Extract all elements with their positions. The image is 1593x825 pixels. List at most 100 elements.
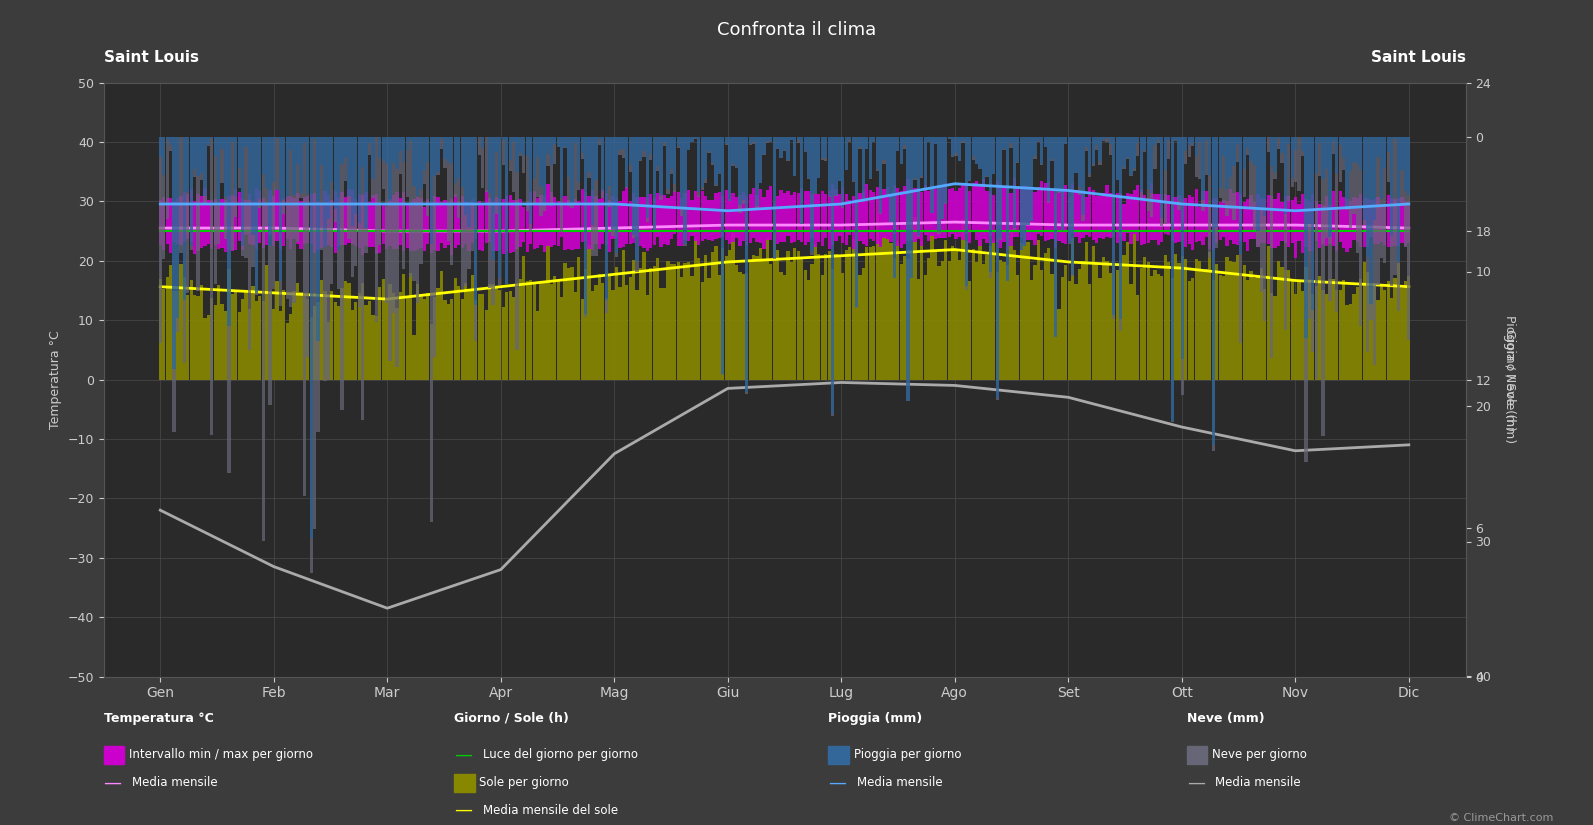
Bar (344, 136, 347, 158)
Bar (523, 256, 526, 380)
Bar (1070, 136, 1074, 275)
Bar (609, 186, 612, 207)
Bar (529, 224, 532, 232)
Bar (293, 195, 296, 303)
Bar (368, 144, 371, 154)
Bar (190, 189, 193, 242)
Bar (1064, 136, 1067, 144)
Bar (406, 136, 409, 150)
Bar (532, 284, 535, 380)
Bar (957, 188, 961, 237)
Bar (1088, 174, 1091, 177)
Bar (306, 299, 309, 380)
Bar (320, 136, 323, 165)
Bar (1082, 136, 1085, 214)
Bar (1228, 136, 1231, 177)
Bar (618, 201, 621, 248)
Bar (475, 203, 478, 239)
Bar (714, 246, 717, 380)
Bar (1184, 151, 1187, 164)
Bar (1050, 159, 1053, 161)
Bar (255, 293, 258, 295)
Bar (296, 136, 299, 163)
Bar (1243, 169, 1246, 197)
Bar (282, 198, 285, 246)
Bar (433, 297, 436, 380)
Bar (546, 153, 550, 166)
Bar (1236, 255, 1239, 380)
Bar (876, 196, 879, 380)
Bar (451, 299, 454, 380)
Bar (409, 273, 413, 380)
Bar (392, 163, 395, 314)
Bar (773, 219, 776, 380)
Bar (796, 251, 800, 380)
Bar (475, 299, 478, 380)
Bar (357, 136, 362, 223)
Bar (1257, 275, 1260, 380)
Bar (1016, 136, 1020, 163)
Bar (279, 136, 282, 280)
Bar (687, 136, 690, 149)
Bar (677, 146, 680, 148)
Bar (722, 196, 725, 238)
Bar (865, 136, 868, 148)
Bar (166, 198, 169, 244)
Bar (981, 179, 984, 239)
Bar (1171, 136, 1174, 422)
Bar (892, 257, 895, 380)
Bar (632, 136, 636, 235)
Bar (594, 136, 597, 180)
Bar (1204, 269, 1207, 380)
Bar (234, 197, 237, 217)
Bar (293, 291, 296, 380)
Bar (1061, 230, 1064, 231)
Bar (1246, 200, 1249, 251)
Bar (285, 136, 288, 197)
Bar (244, 136, 247, 147)
Bar (758, 136, 761, 183)
Bar (413, 186, 416, 281)
Bar (398, 136, 401, 151)
Bar (213, 200, 217, 245)
Text: © ClimeChart.com: © ClimeChart.com (1448, 813, 1553, 823)
Bar (220, 199, 223, 248)
Bar (1102, 136, 1106, 140)
Bar (1329, 136, 1332, 237)
Bar (330, 136, 333, 182)
Bar (1394, 136, 1397, 139)
Bar (382, 203, 386, 244)
Bar (585, 269, 588, 380)
Bar (1070, 275, 1074, 276)
Bar (855, 136, 859, 307)
Bar (1139, 191, 1142, 199)
Bar (734, 265, 738, 380)
Bar (999, 136, 1002, 239)
Bar (567, 177, 570, 206)
Bar (529, 280, 532, 380)
Bar (1394, 199, 1397, 246)
Bar (338, 196, 341, 246)
Bar (217, 136, 220, 202)
Bar (1294, 149, 1297, 182)
Bar (1301, 195, 1305, 253)
Bar (871, 136, 876, 142)
Bar (663, 289, 666, 380)
Bar (523, 154, 526, 172)
Bar (204, 188, 207, 246)
Bar (1260, 136, 1263, 208)
Bar (1085, 147, 1088, 151)
Bar (790, 195, 793, 243)
Bar (1094, 145, 1098, 150)
Bar (1074, 191, 1078, 238)
Bar (180, 196, 183, 245)
Bar (1391, 136, 1394, 236)
Bar (841, 187, 844, 243)
Bar (725, 190, 728, 240)
Bar (535, 136, 538, 157)
Bar (440, 136, 443, 138)
Bar (862, 268, 865, 380)
Bar (693, 136, 698, 138)
Bar (1290, 280, 1294, 380)
Bar (413, 335, 416, 380)
